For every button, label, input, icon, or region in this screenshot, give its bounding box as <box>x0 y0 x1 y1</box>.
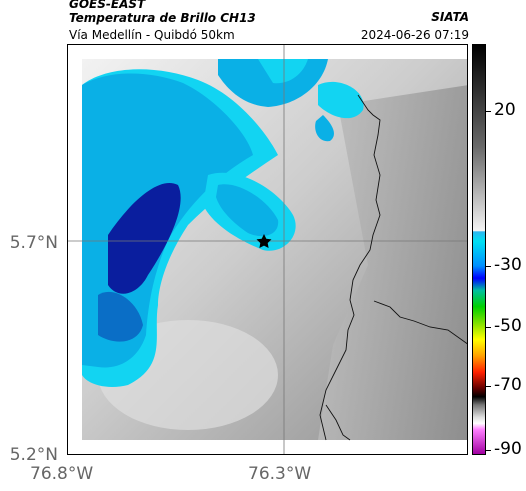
cloud-cell-inner <box>216 184 279 237</box>
department-border-south <box>325 404 351 441</box>
product-subtitle: Temperatura de Brillo CH13 <box>69 11 256 25</box>
lat-label-south: 5.2°N <box>9 445 58 465</box>
colorbar-tick <box>486 111 491 112</box>
margin-top <box>68 45 467 59</box>
product-title: GOES-EAST <box>69 0 146 11</box>
colorbar-tick <box>486 386 491 387</box>
satellite-map <box>67 44 468 455</box>
colorbar-tick-label: -50 <box>494 316 522 336</box>
colorbar-tick-label: -70 <box>494 375 522 395</box>
margin-left <box>68 45 82 454</box>
star-marker <box>256 234 272 248</box>
warm-region <box>318 85 467 440</box>
cloud-cell-ne1 <box>318 81 364 119</box>
cloud-cell-ne2 <box>315 115 334 142</box>
margin-bottom <box>68 440 467 454</box>
agency-label: SIATA <box>431 10 469 24</box>
colorbar-tick <box>486 450 491 451</box>
lon-label-east: 76.3°W <box>248 464 312 484</box>
department-border <box>319 94 381 441</box>
cloud-cell-north-light <box>258 59 308 84</box>
cloud-core-dark <box>108 183 181 294</box>
datetime-label: 2024-06-26 07:19 <box>360 28 469 42</box>
cloud-core-south <box>98 291 143 342</box>
lat-label-north: 5.7°N <box>9 233 58 253</box>
colorbar-tick-label: -30 <box>494 255 522 275</box>
colorbar-tick-label: 20 <box>494 100 516 120</box>
department-border-east <box>373 300 467 345</box>
colorbar-tick <box>486 327 491 328</box>
colorbar-tick-label: -90 <box>494 439 522 459</box>
map-canvas <box>68 45 467 454</box>
colorbar <box>472 44 486 455</box>
route-label: Vía Medellín - Quibdó 50km <box>69 28 235 42</box>
lon-label-west: 76.8°W <box>30 464 94 484</box>
colorbar-tick <box>486 266 491 267</box>
